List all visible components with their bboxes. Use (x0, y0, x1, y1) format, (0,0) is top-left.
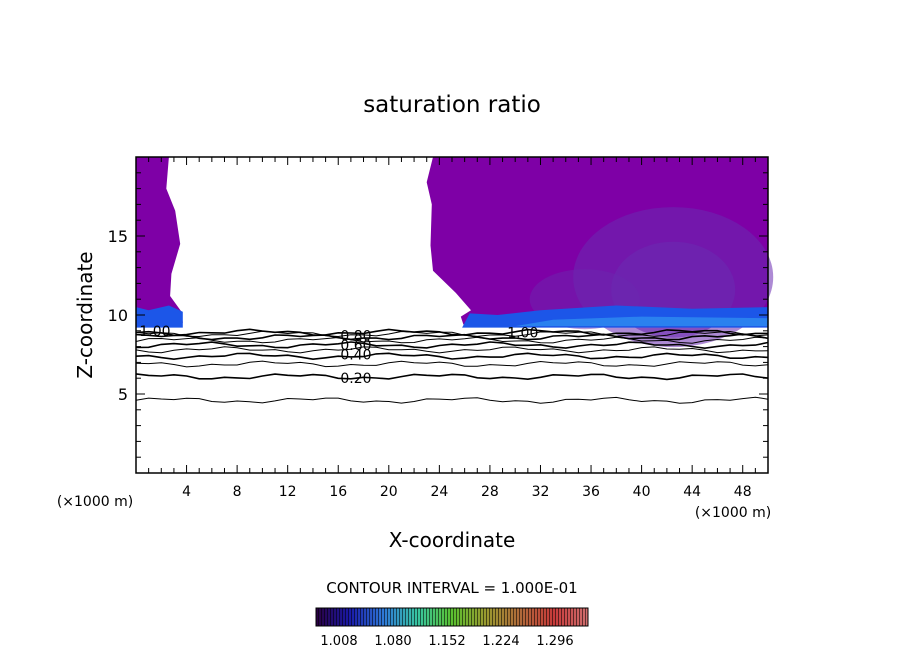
y-axis-label: Z-coordinate (73, 251, 97, 378)
x-tick-label: 20 (380, 484, 398, 500)
x-tick-label: 40 (633, 484, 651, 500)
x-tick-label: 8 (233, 484, 242, 500)
colorbar-tick-label: 1.296 (536, 634, 573, 649)
x-tick-label: 36 (582, 484, 600, 500)
chart-title: saturation ratio (363, 92, 541, 118)
contour-label: 0.40 (340, 348, 371, 364)
left-blue-band (136, 305, 183, 328)
left-supersaturated-region (136, 157, 183, 323)
colorbar: 1.008 1.080 1.152 1.224 1.296 (315, 607, 589, 649)
x-axis-label: X-coordinate (389, 528, 516, 552)
contour-line (135, 346, 769, 354)
right-blue-band-light (515, 316, 768, 327)
colorbar-stripes (316, 608, 588, 626)
x-tick-label: 28 (481, 484, 499, 500)
contour-line (135, 396, 769, 404)
contour-label: 0.20 (340, 371, 371, 387)
contour-label: 1.00 (139, 324, 170, 340)
x-tick-label: 4 (182, 484, 191, 500)
colorbar-tick-label: 1.224 (482, 634, 519, 649)
contour-label: 0.60 (340, 338, 371, 354)
colorbar-tick-label: 1.152 (428, 634, 465, 649)
x-unit-right: (×1000 m) (695, 505, 771, 521)
contour-line (135, 373, 769, 381)
y-axis-ticks: 5 10 15 (108, 172, 768, 458)
contour-line (135, 360, 769, 368)
colorbar-ticks: 1.008 1.080 1.152 1.224 1.296 (320, 634, 573, 649)
contour-line (135, 328, 768, 337)
y-tick-label: 10 (108, 306, 128, 325)
plot-area: 1.00 0.800.600.400.201.00 4 8 12 16 20 24 28 32 3… (108, 156, 774, 500)
contour-labels: 1.00 0.800.600.40 0.20 1.00 (139, 324, 538, 387)
saturation-fill (136, 157, 774, 348)
contour-line (135, 336, 769, 344)
contour-line (135, 341, 769, 350)
contour-line (135, 352, 769, 361)
colorbar-frame (315, 607, 589, 627)
contour-lines (135, 328, 769, 404)
contour-label: 1.00 (507, 325, 538, 341)
y-tick-label: 15 (108, 227, 128, 246)
x-tick-label: 12 (279, 484, 297, 500)
x-axis-ticks: 4 8 12 16 20 24 28 32 36 40 44 48 (148, 157, 756, 500)
x-tick-label: 32 (532, 484, 550, 500)
contour-line (135, 330, 769, 338)
y-tick-label: 5 (118, 385, 128, 404)
colorbar-tick-label: 1.080 (374, 634, 411, 649)
x-tick-label: 44 (683, 484, 701, 500)
contour-interval-text: CONTOUR INTERVAL = 1.000E-01 (326, 579, 577, 597)
x-tick-label: 24 (430, 484, 448, 500)
x-tick-label: 48 (734, 484, 752, 500)
x-tick-label: 16 (329, 484, 347, 500)
colorbar-tick-label: 1.008 (320, 634, 357, 649)
contour-label: 0.80 (340, 329, 371, 345)
x-unit-left: (×1000 m) (57, 494, 133, 510)
